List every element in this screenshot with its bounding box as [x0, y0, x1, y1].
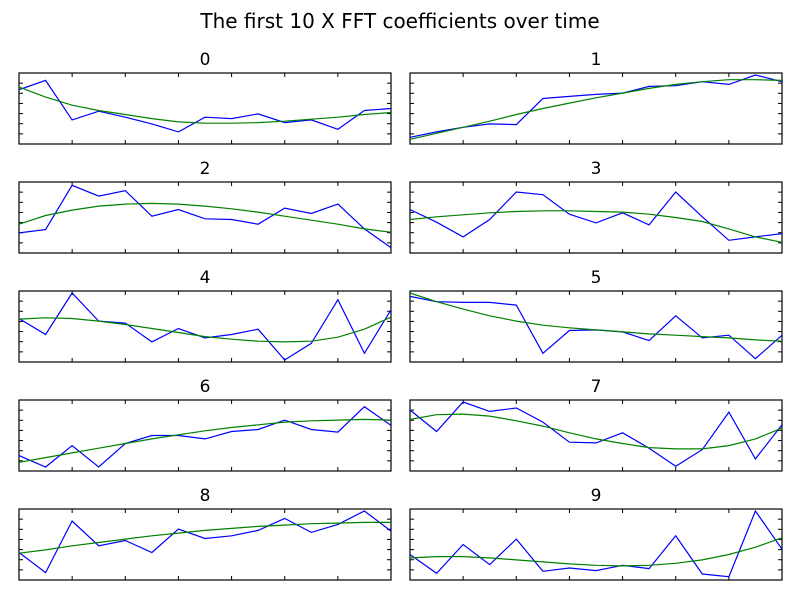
panel-title: 6 [200, 377, 211, 397]
panel-8: 8 [18, 486, 392, 581]
raw-line [18, 79, 392, 133]
smooth-line [18, 202, 392, 233]
panel-1: 1 [409, 50, 783, 145]
plot-area [18, 290, 392, 363]
plot-area [409, 72, 783, 145]
panel-3: 3 [409, 159, 783, 254]
smooth-line [409, 537, 783, 567]
panel-title: 1 [591, 50, 602, 70]
panel-title: 9 [591, 486, 602, 506]
panels: 0 1 2 3 4 5 6 7 8 9 [18, 50, 783, 581]
panel-5: 5 [409, 268, 783, 363]
panel-7: 7 [409, 377, 783, 472]
raw-line [18, 184, 392, 249]
panel-6: 6 [18, 377, 392, 472]
smooth-line [409, 292, 783, 342]
plot-area [18, 181, 392, 254]
smooth-line [409, 413, 783, 450]
smooth-line [409, 210, 783, 243]
panel-9: 9 [409, 486, 783, 581]
plot-area [409, 508, 783, 581]
panel-title: 2 [200, 159, 211, 179]
plot-area [409, 399, 783, 472]
figure-title: The first 10 X FFT coefficients over tim… [199, 9, 599, 33]
raw-line [409, 509, 783, 578]
smooth-line [409, 79, 783, 140]
raw-line [409, 191, 783, 241]
panel-2: 2 [18, 159, 392, 254]
raw-line [18, 405, 392, 468]
raw-line [409, 74, 783, 138]
panel-title: 0 [200, 50, 211, 70]
panel-title: 7 [591, 377, 602, 397]
smooth-line [18, 418, 392, 463]
raw-line [18, 292, 392, 361]
smooth-line [18, 521, 391, 554]
plot-area [409, 290, 783, 363]
raw-line [18, 510, 392, 574]
plot-area [409, 181, 783, 254]
panel-title: 5 [591, 268, 602, 288]
smooth-line [18, 86, 392, 124]
panel-title: 4 [200, 268, 211, 288]
plot-area [18, 72, 392, 145]
panel-4: 4 [18, 268, 392, 363]
plot-area [18, 508, 392, 581]
panel-title: 8 [200, 486, 211, 506]
smooth-line [18, 316, 392, 343]
raw-line [409, 401, 783, 468]
panel-0: 0 [18, 50, 392, 145]
panel-title: 3 [591, 159, 602, 179]
plot-area [18, 399, 392, 472]
